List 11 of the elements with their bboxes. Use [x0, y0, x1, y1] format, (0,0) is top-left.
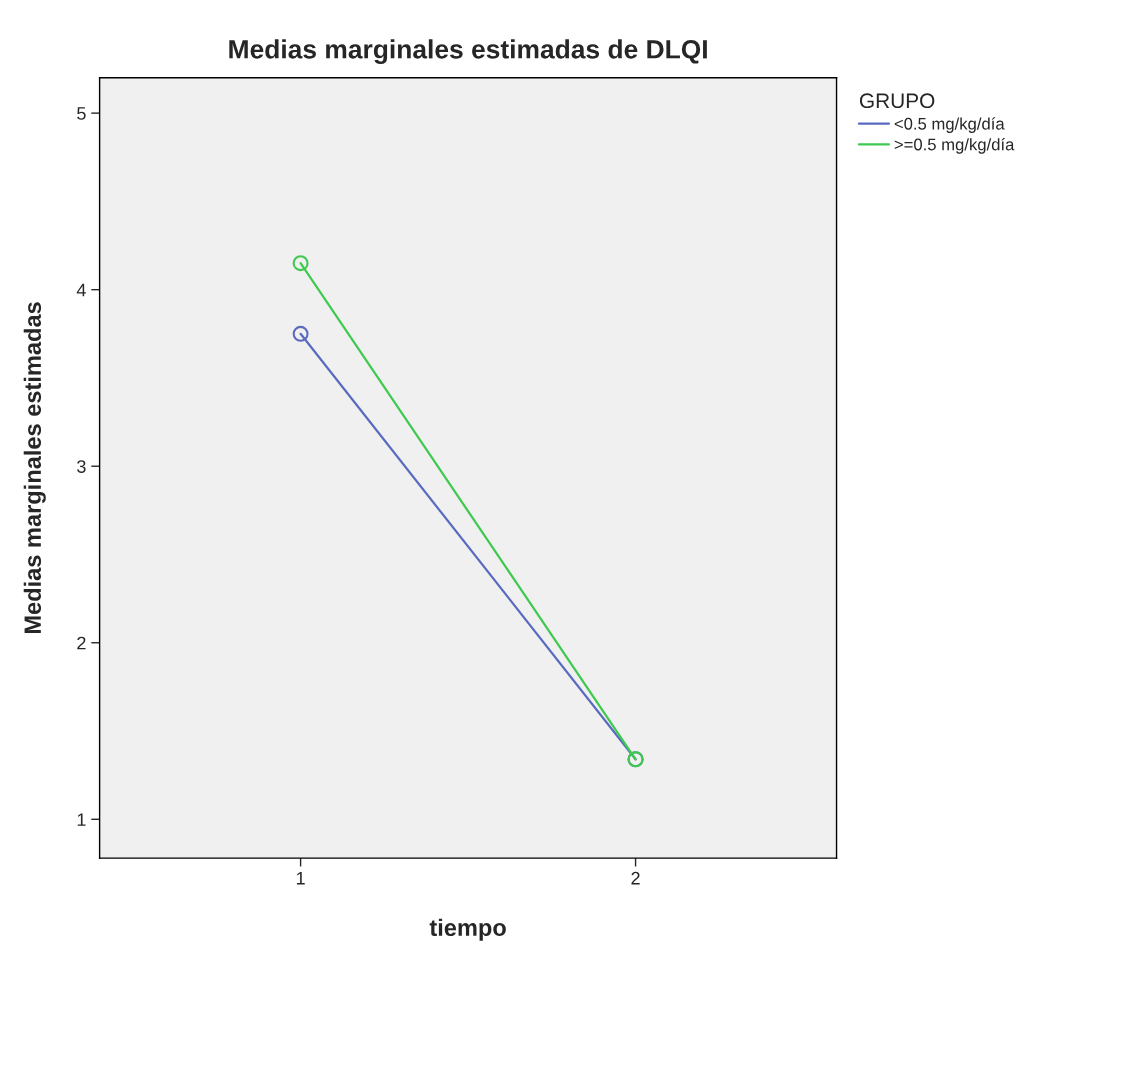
x-axis-title: tiempo: [429, 918, 506, 941]
legend-title: GRUPO: [859, 93, 935, 109]
legend-label: <0.5 mg/kg/día: [894, 117, 1005, 133]
y-tick-label: 4: [76, 283, 86, 297]
y-axis-title: Medias marginales estimadas: [23, 302, 46, 634]
y-tick-label: 5: [77, 107, 86, 120]
y-tick-label: 2: [77, 636, 86, 650]
y-tick-label: 3: [77, 460, 86, 473]
y-tick-label: 1: [77, 813, 86, 826]
legend-label: >=0.5 mg/kg/día: [894, 137, 1015, 154]
chart-title: Medias marginales estimadas de DLQI: [229, 39, 707, 64]
